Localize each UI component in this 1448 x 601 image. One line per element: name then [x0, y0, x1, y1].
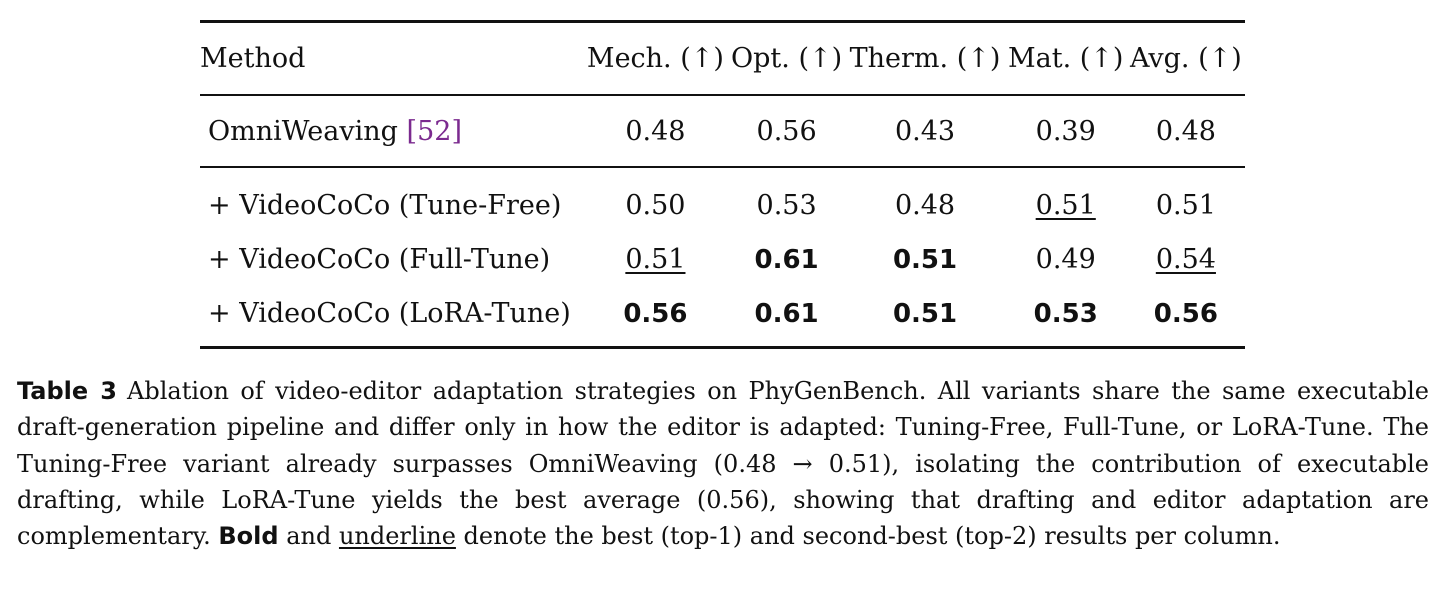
table-header-row: Method Mech. (↑) Opt. (↑) Therm. (↑) Mat…: [200, 20, 1245, 96]
row-method: + VideoCoCo (LoRA-Tune): [200, 286, 583, 349]
cell-value: 0.51: [1155, 189, 1216, 221]
cell-value: 0.48: [894, 189, 956, 221]
caption-label: Table 3: [17, 377, 118, 405]
cell-value: 0.61: [754, 298, 819, 329]
baseline-mech: 0.48: [583, 95, 728, 168]
cell-value: 0.56: [1153, 298, 1218, 329]
row-opt: 0.61: [728, 232, 845, 286]
baseline-opt: 0.56: [727, 95, 846, 168]
row-mech: 0.56: [583, 286, 728, 349]
row-avg: 0.51: [1127, 167, 1245, 232]
row-mat: 0.51: [1005, 167, 1127, 232]
caption-text: denote the best (top-1) and second-best …: [455, 522, 1281, 551]
table-row: + VideoCoCo (Tune-Free) 0.50 0.53 0.48 0…: [200, 167, 1245, 232]
citation-close: ]: [451, 115, 462, 147]
caption-bold-word: Bold: [218, 522, 279, 551]
cell-value: 0.51: [892, 298, 958, 329]
table-caption: Table 3 Ablation of video-editor adaptati…: [17, 373, 1429, 554]
cell-value: 0.53: [1033, 298, 1098, 329]
caption-text: Ablation of video-editor adaptation stra…: [17, 377, 1429, 551]
citation-open: [: [406, 115, 418, 147]
table-row: + VideoCoCo (LoRA-Tune) 0.56 0.61 0.51 0…: [200, 286, 1245, 349]
cell-value: 0.51: [625, 243, 686, 275]
header-avg: Avg. (↑): [1126, 20, 1245, 96]
citation-link[interactable]: 52: [417, 115, 452, 147]
header-method: Method: [200, 20, 583, 96]
header-therm: Therm. (↑): [845, 20, 1005, 96]
results-table-container: Method Mech. (↑) Opt. (↑) Therm. (↑) Mat…: [200, 20, 1245, 349]
cell-value: 0.54: [1155, 243, 1216, 275]
row-method: + VideoCoCo (Full-Tune): [208, 243, 551, 275]
baseline-avg: 0.48: [1126, 95, 1245, 168]
cell-value: 0.61: [754, 244, 819, 275]
baseline-method: OmniWeaving [52]: [200, 95, 583, 168]
header-opt: Opt. (↑): [727, 20, 846, 96]
cell-value: 0.56: [623, 298, 688, 329]
row-mat: 0.53: [1004, 286, 1127, 349]
cell-value: 0.51: [1035, 189, 1096, 221]
row-mech: 0.50: [583, 167, 728, 232]
header-mech: Mech. (↑): [583, 20, 728, 96]
baseline-row: OmniWeaving [52] 0.48 0.56 0.43 0.39 0.4…: [200, 95, 1245, 168]
table-row: + VideoCoCo (Full-Tune) 0.51 0.61 0.51 0…: [200, 232, 1245, 286]
cell-value: 0.49: [1035, 243, 1096, 275]
cell-value: 0.53: [756, 189, 817, 221]
caption-underline-word: underline: [338, 522, 456, 551]
header-mat: Mat. (↑): [1004, 20, 1127, 96]
row-opt: 0.61: [727, 286, 846, 349]
cell-value: 0.51: [892, 244, 958, 275]
row-opt: 0.53: [728, 167, 845, 232]
baseline-method-name: OmniWeaving: [208, 115, 407, 147]
baseline-therm: 0.43: [845, 95, 1005, 168]
row-mat: 0.49: [1005, 232, 1127, 286]
baseline-mat: 0.39: [1004, 95, 1127, 168]
results-table: Method Mech. (↑) Opt. (↑) Therm. (↑) Mat…: [200, 20, 1245, 349]
row-avg: 0.54: [1127, 232, 1245, 286]
caption-text: and: [278, 522, 339, 551]
row-mech: 0.51: [583, 232, 728, 286]
row-therm: 0.51: [845, 232, 1004, 286]
row-therm: 0.48: [845, 167, 1004, 232]
row-therm: 0.51: [845, 286, 1005, 349]
row-method: + VideoCoCo (Tune-Free): [208, 189, 562, 221]
row-avg: 0.56: [1126, 286, 1245, 349]
cell-value: 0.50: [625, 189, 686, 221]
